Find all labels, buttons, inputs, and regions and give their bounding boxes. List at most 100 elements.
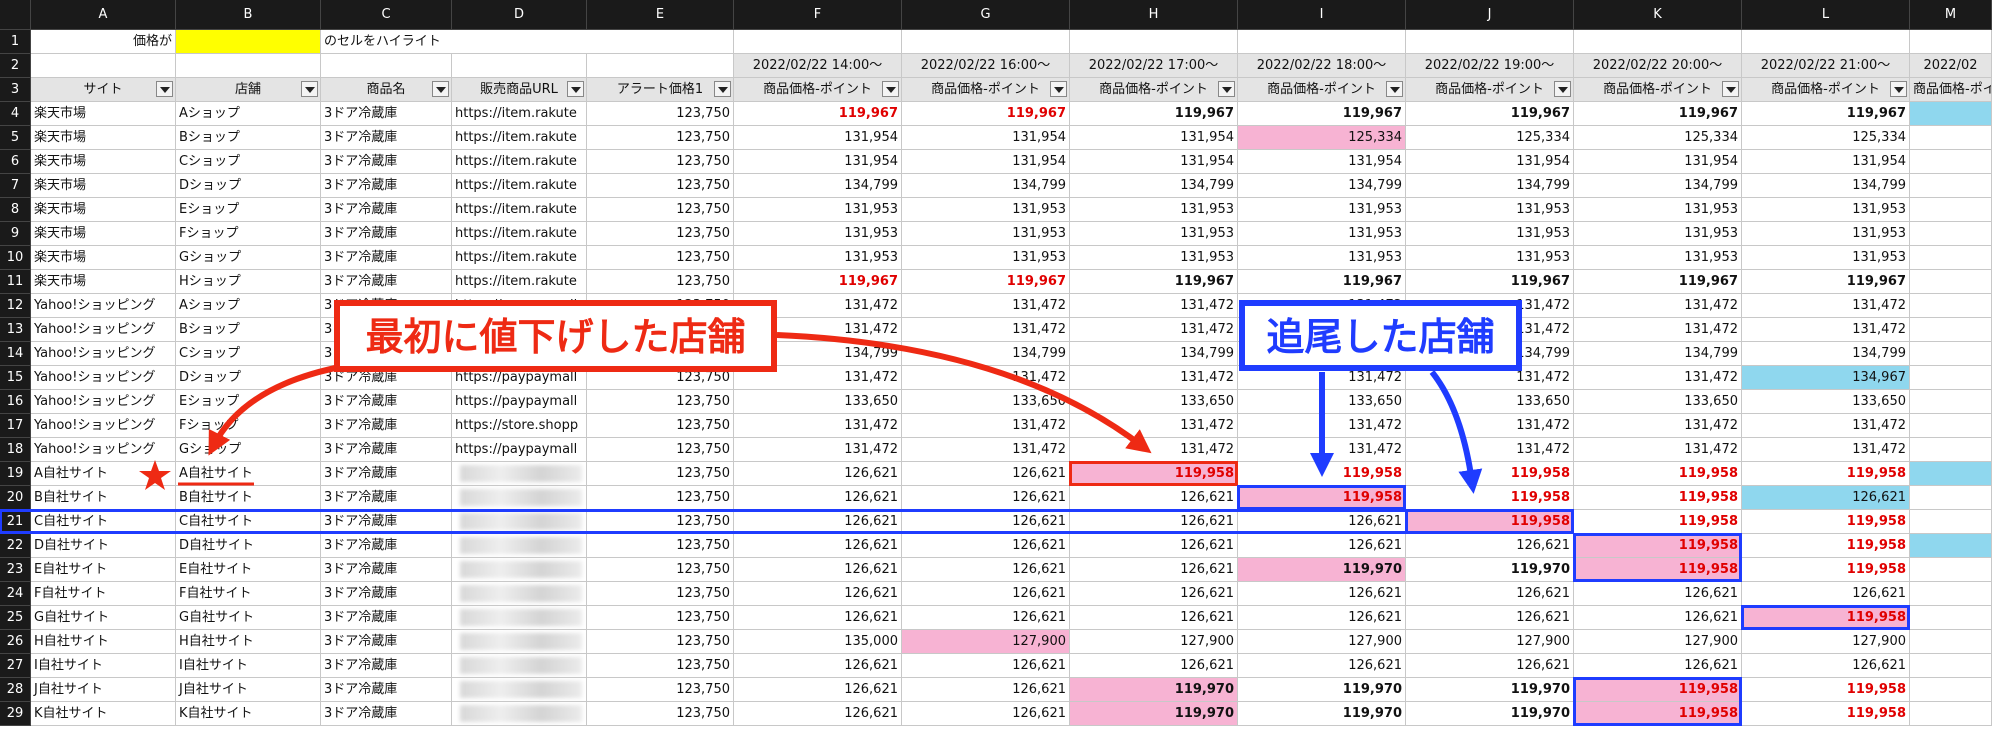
price-cell: 131,953 (734, 198, 902, 222)
price-cell: 119,967 (1742, 102, 1910, 126)
text-cell: Yahoo!ショッピング (31, 294, 176, 318)
price-cell: 131,953 (734, 246, 902, 270)
filter-button[interactable] (1890, 81, 1907, 97)
text-cell: 楽天市場 (31, 102, 176, 126)
text-cell: K自社サイト (176, 702, 321, 726)
text-cell: https://item.rakute (452, 270, 587, 294)
price-cell: 119,958 (1574, 462, 1742, 486)
price-cell: 131,953 (1574, 246, 1742, 270)
cell (1742, 30, 1910, 54)
price-cell: 134,799 (1070, 342, 1238, 366)
text-cell: https://item.rakute (452, 150, 587, 174)
price-cell: 119,967 (1742, 270, 1910, 294)
cell (452, 582, 587, 606)
filter-button[interactable] (567, 81, 584, 97)
filter-button[interactable] (301, 81, 318, 97)
text-cell: https://paypaymall (452, 438, 587, 462)
column-header: F (734, 0, 902, 30)
price-cell: 123,750 (587, 222, 734, 246)
price-cell: 126,621 (902, 558, 1070, 582)
filter-button[interactable] (432, 81, 449, 97)
cell (1238, 30, 1406, 54)
cell (176, 54, 321, 78)
price-cell: 119,970 (1406, 558, 1574, 582)
price-cell: 133,650 (1238, 390, 1406, 414)
price-cell: 119,970 (1238, 558, 1406, 582)
price-cell: 134,799 (1742, 342, 1910, 366)
filter-button[interactable] (882, 81, 899, 97)
filter-button[interactable] (156, 81, 173, 97)
price-cell: 133,650 (1574, 390, 1742, 414)
column-header: J (1406, 0, 1574, 30)
price-cell: 131,472 (1574, 294, 1742, 318)
timestamp: 2022/02/22 16:00〜 (902, 54, 1070, 78)
text-cell: D自社サイト (31, 534, 176, 558)
column-title: 商品名 (321, 78, 452, 102)
price-cell: 131,472 (902, 318, 1070, 342)
price-cell: 119,967 (1574, 270, 1742, 294)
price-cell: 131,472 (1070, 438, 1238, 462)
price-cell: 126,621 (902, 510, 1070, 534)
price-cell: 134,799 (902, 342, 1070, 366)
column-title: 販売商品URL (452, 78, 587, 102)
price-cell: 123,750 (587, 102, 734, 126)
row-number: 23 (0, 558, 31, 582)
price-cell: 119,967 (1574, 102, 1742, 126)
text-cell: 3ドア冷蔵庫 (321, 246, 452, 270)
price-cell: 131,953 (1406, 222, 1574, 246)
row-number: 24 (0, 582, 31, 606)
text-cell: J自社サイト (31, 678, 176, 702)
price-cell: 131,472 (1070, 414, 1238, 438)
timestamp: 2022/02 (1910, 54, 1992, 78)
price-cell: 123,750 (587, 246, 734, 270)
column-title: 商品価格-ポイ (1910, 78, 1992, 102)
price-cell: 131,953 (1742, 246, 1910, 270)
price-cell: 134,799 (1742, 174, 1910, 198)
cell (1406, 30, 1574, 54)
text-cell: Fショップ (176, 222, 321, 246)
price-cell: 126,621 (734, 462, 902, 486)
price-cell: 126,621 (734, 558, 902, 582)
price-cell: 126,621 (1574, 606, 1742, 630)
text-cell: G自社サイト (176, 606, 321, 630)
text-cell: 3ドア冷蔵庫 (321, 534, 452, 558)
filter-button[interactable] (1386, 81, 1403, 97)
price-cell: 126,621 (902, 702, 1070, 726)
text-cell: Aショップ (176, 294, 321, 318)
text-cell: Cショップ (176, 150, 321, 174)
price-cell: 131,953 (1070, 222, 1238, 246)
callout-first: 最初に値下げした店舗 (334, 300, 777, 372)
price-cell: 127,900 (1070, 630, 1238, 654)
price-cell: 126,621 (1742, 486, 1910, 510)
price-cell: 123,750 (587, 534, 734, 558)
text-cell: 3ドア冷蔵庫 (321, 390, 452, 414)
row-number: 13 (0, 318, 31, 342)
cell (1910, 558, 1992, 582)
text-cell: https://item.rakute (452, 126, 587, 150)
text-cell: Fショップ (176, 414, 321, 438)
filter-button[interactable] (1050, 81, 1067, 97)
filter-button[interactable] (1218, 81, 1235, 97)
row-number: 29 (0, 702, 31, 726)
price-cell: 125,334 (1742, 126, 1910, 150)
price-cell: 119,967 (1070, 270, 1238, 294)
text-cell: 楽天市場 (31, 246, 176, 270)
price-cell: 119,970 (1070, 702, 1238, 726)
row-number: 12 (0, 294, 31, 318)
price-cell: 123,750 (587, 486, 734, 510)
price-cell: 119,970 (1070, 678, 1238, 702)
price-cell: 119,958 (1238, 462, 1406, 486)
filter-button[interactable] (1554, 81, 1571, 97)
row-number: 14 (0, 342, 31, 366)
price-cell: 131,472 (1574, 438, 1742, 462)
timestamp: 2022/02/22 19:00〜 (1406, 54, 1574, 78)
price-cell: 131,472 (1574, 414, 1742, 438)
price-cell: 119,958 (1742, 606, 1910, 630)
price-cell: 126,621 (734, 654, 902, 678)
filter-button[interactable] (1722, 81, 1739, 97)
price-cell: 131,953 (1238, 246, 1406, 270)
text-cell: H自社サイト (176, 630, 321, 654)
filter-button[interactable] (714, 81, 731, 97)
price-cell: 131,954 (902, 150, 1070, 174)
